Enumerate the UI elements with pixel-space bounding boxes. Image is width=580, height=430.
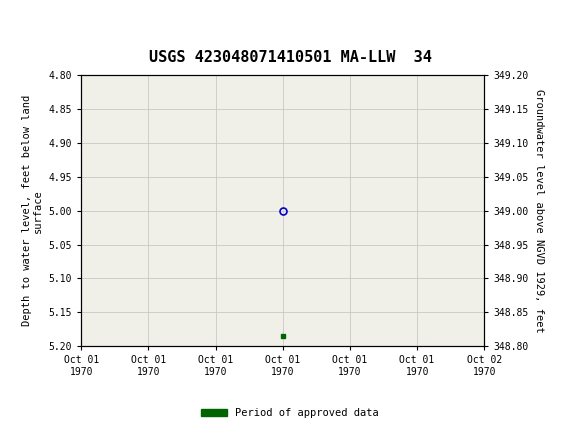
Legend: Period of approved data: Period of approved data bbox=[197, 404, 383, 423]
Text: USGS 423048071410501 MA-LLW  34: USGS 423048071410501 MA-LLW 34 bbox=[148, 49, 432, 64]
Text: USGS: USGS bbox=[49, 12, 104, 29]
Y-axis label: Depth to water level, feet below land
surface: Depth to water level, feet below land su… bbox=[21, 95, 43, 326]
Y-axis label: Groundwater level above NGVD 1929, feet: Groundwater level above NGVD 1929, feet bbox=[534, 89, 544, 332]
